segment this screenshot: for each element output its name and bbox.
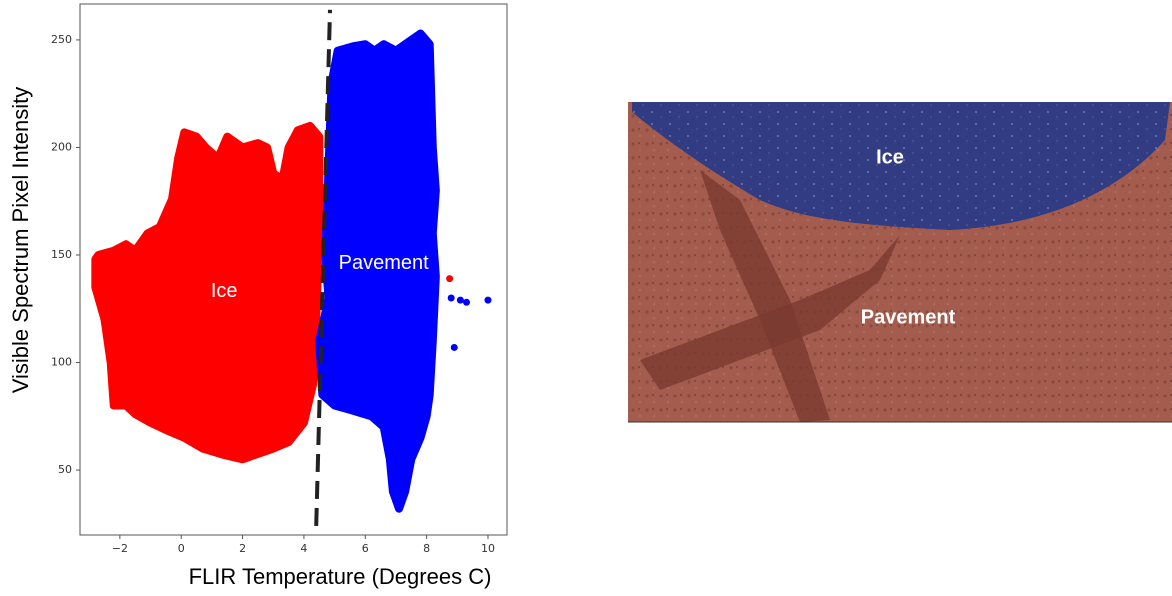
image-label: Ice: [876, 146, 904, 168]
point: [456, 296, 464, 304]
x-tick-label: 10: [481, 542, 495, 555]
image-label: Pavement: [861, 306, 956, 328]
point: [484, 296, 492, 304]
annotation: Ice: [211, 280, 238, 302]
point: [447, 294, 455, 302]
y-tick-label: 200: [51, 140, 72, 153]
y-axis-label: Visible Spectrum Pixel Intensity: [8, 87, 33, 394]
annotation: Pavement: [339, 252, 429, 274]
x-tick-label: 0: [178, 542, 185, 555]
point-cloud: [91, 121, 324, 464]
y-tick-label: 50: [58, 463, 72, 476]
x-axis-label: FLIR Temperature (Degrees C): [189, 564, 492, 589]
point: [463, 298, 471, 306]
point: [450, 343, 458, 351]
y-tick-label: 250: [51, 33, 72, 46]
point: [446, 275, 454, 283]
point-cloud: [315, 29, 440, 513]
threshold-line: [314, 9, 333, 527]
x-tick-label: −2: [112, 542, 128, 555]
photo: Ice Pavement: [628, 102, 1172, 423]
x-tick-label: 6: [362, 542, 369, 555]
x-tick-label: 2: [239, 542, 246, 555]
y-tick-label: 150: [51, 248, 72, 261]
y-tick-label: 100: [51, 356, 72, 369]
x-tick-label: 8: [423, 542, 430, 555]
x-tick-label: 4: [300, 542, 307, 555]
